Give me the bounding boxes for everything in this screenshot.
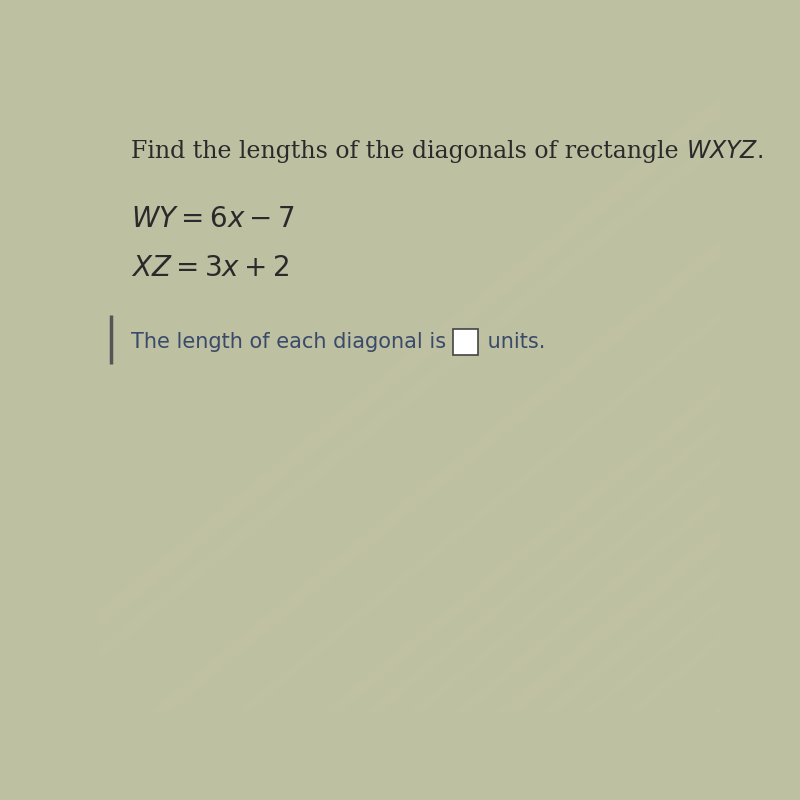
FancyBboxPatch shape xyxy=(453,330,478,355)
Text: $\mathit{WY} = 6\mathit{x} - 7$: $\mathit{WY} = 6\mathit{x} - 7$ xyxy=(131,206,295,234)
Polygon shape xyxy=(366,96,800,712)
Polygon shape xyxy=(627,96,800,712)
Polygon shape xyxy=(584,96,800,712)
Polygon shape xyxy=(497,96,800,712)
Polygon shape xyxy=(714,96,800,712)
Text: Find the lengths of the diagonals of rectangle: Find the lengths of the diagonals of rec… xyxy=(131,140,686,163)
Polygon shape xyxy=(0,96,744,712)
Text: $\mathit{XZ} = 3\mathit{x} + 2$: $\mathit{XZ} = 3\mathit{x} + 2$ xyxy=(131,254,290,282)
Polygon shape xyxy=(150,96,800,712)
Text: The length of each diagonal is: The length of each diagonal is xyxy=(131,333,453,352)
Polygon shape xyxy=(410,96,800,712)
Polygon shape xyxy=(19,96,782,712)
Polygon shape xyxy=(237,96,800,712)
Text: units.: units. xyxy=(481,333,545,352)
Text: $\mathit{WXYZ}.$: $\mathit{WXYZ}.$ xyxy=(686,140,763,163)
